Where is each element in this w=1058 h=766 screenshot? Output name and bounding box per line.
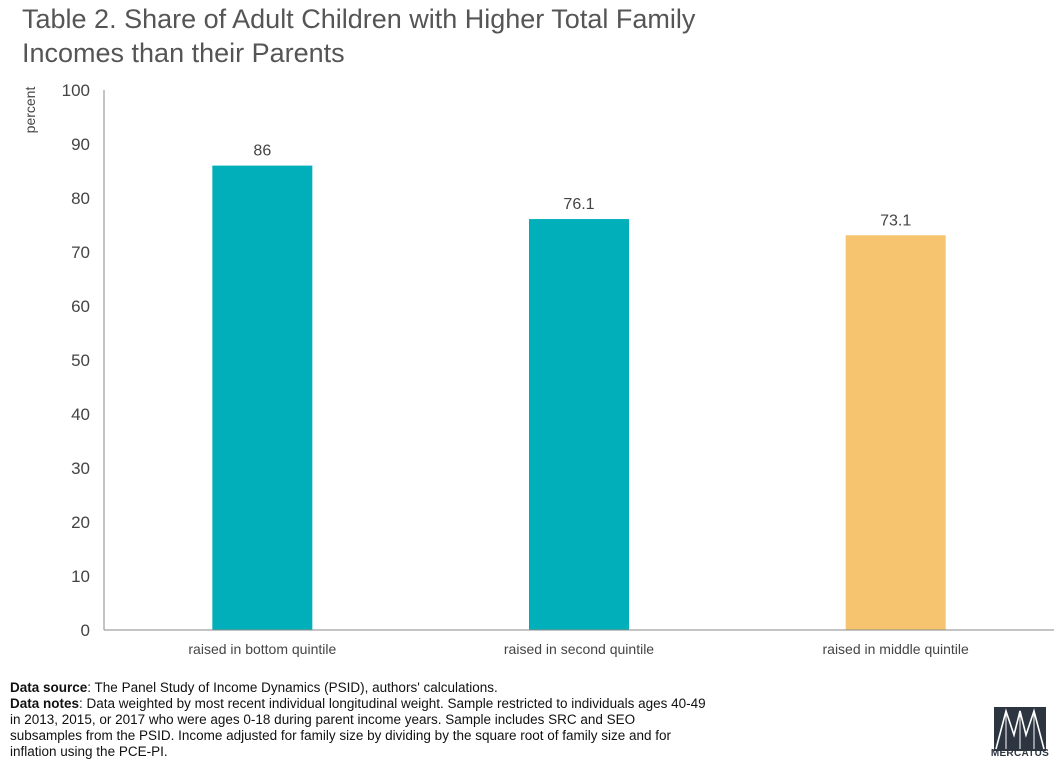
y-tick-label: 30	[71, 459, 90, 478]
data-notes-label: Data notes	[10, 696, 80, 711]
bar-value-label: 76.1	[563, 196, 594, 213]
bar-1	[212, 165, 313, 630]
y-tick-label: 90	[71, 135, 90, 154]
data-notes: Data source: The Panel Study of Income D…	[10, 680, 710, 760]
bar-3	[845, 235, 946, 630]
data-notes-line: Data notes: Data weighted by most recent…	[10, 696, 710, 760]
y-tick-label: 60	[71, 297, 90, 316]
mercatus-logo-text: MERCATUS	[990, 748, 1050, 759]
y-tick-label: 40	[71, 405, 90, 424]
y-tick-label: 0	[81, 621, 90, 640]
bar-2	[529, 219, 629, 630]
y-tick-label: 70	[71, 243, 90, 262]
y-tick-label: 10	[71, 567, 90, 586]
mercatus-logo-icon	[994, 707, 1046, 751]
x-axis-labels: raised in bottom quintile raised in secon…	[188, 641, 969, 657]
chart-title: Table 2. Share of Adult Children with Hi…	[22, 2, 922, 70]
data-source-line: Data source: The Panel Study of Income D…	[10, 680, 710, 696]
y-tick-label: 50	[71, 351, 90, 370]
y-axis-label: percent	[22, 87, 38, 134]
bars: 86 76.1 73.1	[212, 143, 946, 630]
y-tick-label: 80	[71, 189, 90, 208]
bar-chart: percent 0 10 20 30 40 50 60 70 80 90 100 86 76.1 73.…	[22, 81, 1054, 657]
y-tick-label: 100	[62, 81, 90, 100]
bar-value-label: 86	[253, 143, 271, 160]
data-notes-text: : Data weighted by most recent individua…	[10, 696, 706, 759]
chart-title-line-1: Table 2. Share of Adult Children with Hi…	[22, 4, 696, 34]
chart-title-line-2: Incomes than their Parents	[22, 38, 345, 68]
y-tick-label: 20	[71, 513, 90, 532]
y-axis-ticks: 0 10 20 30 40 50 60 70 80 90 100	[62, 81, 90, 640]
x-tick-label: raised in bottom quintile	[188, 641, 336, 657]
x-tick-label: raised in middle quintile	[823, 641, 970, 657]
x-tick-label: raised in second quintile	[504, 641, 654, 657]
data-source-label: Data source	[10, 680, 88, 695]
bar-value-label: 73.1	[880, 212, 911, 229]
data-source-text: : The Panel Study of Income Dynamics (PS…	[87, 680, 498, 695]
